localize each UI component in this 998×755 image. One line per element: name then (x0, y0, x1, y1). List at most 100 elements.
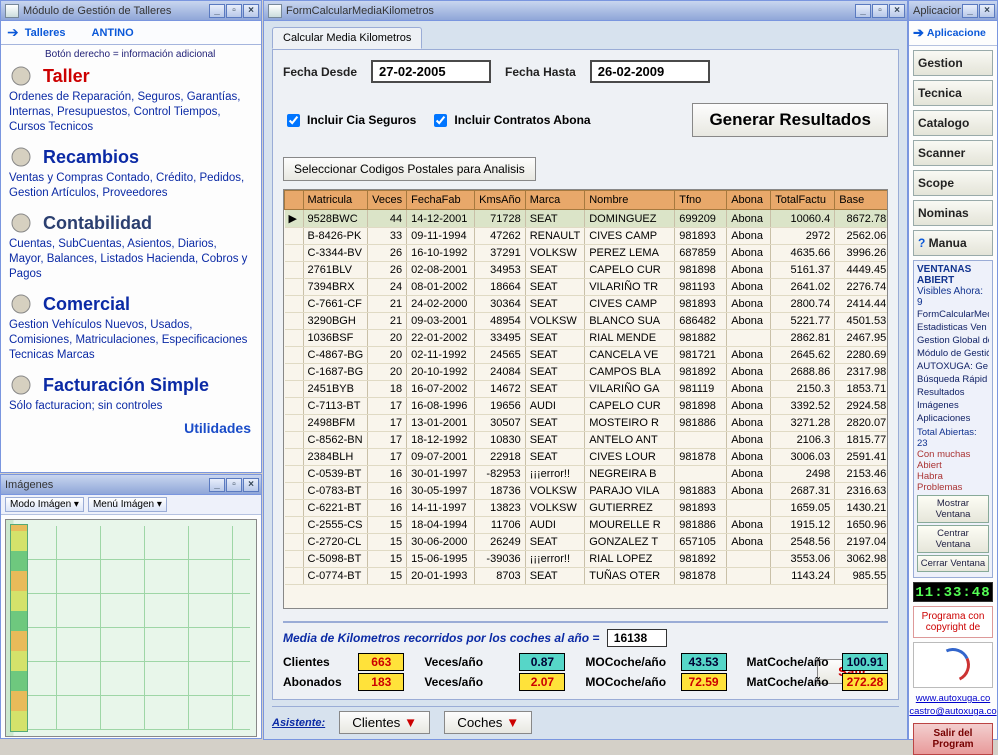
table-row[interactable]: ▶9528BWC4414-12-200171728SEATDOMINGUEZ69… (285, 210, 889, 228)
table-row[interactable]: C-2720-CL1530-06-200026249SEATGONZALEZ T… (285, 534, 889, 551)
table-row[interactable]: C-6221-BT1614-11-199713823VOLKSWGUTIERRE… (285, 500, 889, 517)
open-window-item[interactable]: AUTOXUGA: Ge (917, 360, 989, 373)
fecha-desde-label: Fecha Desde (283, 65, 357, 79)
chk-abona-box[interactable] (434, 114, 447, 127)
table-row[interactable]: 2451BYB1816-07-200214672SEATVILARIÑO GA9… (285, 381, 889, 398)
left-module-window: Módulo de Gestión de Talleres _ ▫ × ➔ Ta… (0, 0, 262, 473)
open-window-item[interactable]: Búsqueda Rápid (917, 373, 989, 386)
table-row[interactable]: C-1687-BG2020-10-199224084SEATCAMPOS BLA… (285, 364, 889, 381)
select-codes-button[interactable]: Seleccionar Codigos Postales para Analis… (283, 157, 536, 181)
minimize-button[interactable]: _ (962, 4, 978, 18)
minimize-button[interactable]: _ (209, 478, 225, 492)
manual-button[interactable]: Manua (913, 230, 993, 256)
open-window-item[interactable]: Gestion Global de (917, 334, 989, 347)
nav-aplicaciones[interactable]: Aplicacione (927, 27, 986, 39)
section-3-title[interactable]: Comercial (9, 292, 253, 316)
website-link[interactable]: www.autoxuga.co (909, 692, 997, 705)
close-button[interactable]: × (243, 478, 259, 492)
section-2-subtitle: Cuentas, SubCuentas, Asientos, Diarios, … (9, 237, 253, 282)
table-row[interactable]: C-4867-BG2002-11-199224565SEATCANCELA VE… (285, 347, 889, 364)
table-row[interactable]: C-7113-BT1716-08-199619656AUDICAPELO CUR… (285, 398, 889, 415)
assist-coches-button[interactable]: Coches ▼ (444, 711, 532, 734)
open-window-item[interactable]: FormCalcularMed (917, 308, 989, 321)
mode-image-menu[interactable]: Modo Imágen ▾ (5, 497, 84, 512)
table-row[interactable]: 2384BLH1709-07-200122918SEATCIVES LOUR98… (285, 449, 889, 466)
open-window-item[interactable]: Estadisticas Ven (917, 321, 989, 334)
table-row[interactable]: 7394BRX2408-01-200218664SEATVILARIÑO TR9… (285, 279, 889, 296)
assistant-bar: Asistente: Clientes ▼ Coches ▼ (272, 706, 899, 734)
section-4-icon (9, 373, 37, 397)
table-row[interactable]: C-0539-BT1630-01-1997-82953¡¡¡error!!NEG… (285, 466, 889, 483)
table-row[interactable]: C-7661-CF2124-02-200030364SEATCIVES CAMP… (285, 296, 889, 313)
minimize-button[interactable]: _ (209, 4, 225, 18)
left-titlebar[interactable]: Módulo de Gestión de Talleres _ ▫ × (1, 1, 261, 21)
close-button[interactable]: × (243, 4, 259, 18)
open-window-item[interactable]: Aplicaciones (917, 412, 989, 425)
nav-talleres[interactable]: Talleres (25, 27, 66, 39)
table-row[interactable]: 1036BSF2022-01-200233495SEATRIAL MENDE98… (285, 330, 889, 347)
open-window-item[interactable]: Resultados (917, 386, 989, 399)
section-0-title[interactable]: Taller (9, 64, 253, 88)
mean-value: 16138 (607, 629, 667, 647)
main-titlebar[interactable]: FormCalcularMediaKilometros _ ▫ × (264, 1, 907, 21)
section-2-title[interactable]: Contabilidad (9, 211, 253, 235)
table-row[interactable]: B-8426-PK3309-11-199447262RENAULTCIVES C… (285, 228, 889, 245)
center-window-button[interactable]: Centrar Ventana (917, 525, 989, 553)
arrow-right-icon: ➔ (913, 25, 924, 41)
app-button-scope[interactable]: Scope (913, 170, 993, 196)
app-button-gestion[interactable]: Gestion (913, 50, 993, 76)
mean-row: Media de Kilometros recorridos por los c… (283, 629, 888, 647)
section-4-title[interactable]: Facturación Simple (9, 373, 253, 397)
table-row[interactable]: C-3344-BV2616-10-199237291VOLKSWPEREZ LE… (285, 245, 889, 262)
chk-seguros-box[interactable] (287, 114, 300, 127)
images-titlebar[interactable]: Imágenes _ ▫ × (1, 475, 261, 495)
tab-calcular[interactable]: Calcular Media Kilometros (272, 27, 422, 49)
open-windows-panel: VENTANAS ABIERT Visibles Ahora: 9 FormCa… (913, 260, 993, 578)
table-row[interactable]: C-8562-BN1718-12-199210830SEATANTELO ANT… (285, 432, 889, 449)
utilidades-link[interactable]: Utilidades (1, 420, 261, 436)
main-title: FormCalcularMediaKilometros (286, 5, 854, 17)
maximize-button[interactable]: ▫ (226, 478, 242, 492)
nav-antino[interactable]: ANTINO (92, 27, 134, 39)
maximize-button[interactable]: ▫ (226, 4, 242, 18)
fecha-desde-input[interactable] (371, 60, 491, 83)
table-row[interactable]: C-2555-CS1518-04-199411706AUDIMOURELLE R… (285, 517, 889, 534)
right-nav-bar: ➔ Aplicacione (909, 21, 997, 46)
maximize-button[interactable]: ▫ (872, 4, 888, 18)
table-row[interactable]: C-5098-BT1515-06-1995-39036¡¡¡error!!RIA… (285, 551, 889, 568)
close-button[interactable]: × (889, 4, 905, 18)
results-grid[interactable]: MatriculaVecesFechaFabKmsAñoMarcaNombreT… (283, 189, 888, 609)
summary-row-0: Clientes663Veces/año0.87MOCoche/año43.53… (283, 653, 888, 671)
generate-button[interactable]: Generar Resultados (692, 103, 888, 137)
table-row[interactable]: C-0774-BT1520-01-19938703SEATTUÑAS OTER9… (285, 568, 889, 585)
diagram-image[interactable] (5, 519, 257, 737)
app-button-tecnica[interactable]: Tecnica (913, 80, 993, 106)
chk-abona-label: Incluir Contratos Abona (454, 113, 590, 127)
app-button-nominas[interactable]: Nominas (913, 200, 993, 226)
section-1-icon (9, 145, 37, 169)
close-window-button[interactable]: Cerrar Ventana (917, 555, 989, 572)
show-window-button[interactable]: Mostrar Ventana (917, 495, 989, 523)
chk-seguros[interactable]: Incluir Cia Seguros (283, 111, 416, 130)
brand-logo (913, 642, 993, 688)
fecha-hasta-input[interactable] (590, 60, 710, 83)
assist-clientes-button[interactable]: Clientes ▼ (339, 711, 430, 734)
open-window-item[interactable]: Módulo de Gestió (917, 347, 989, 360)
table-row[interactable]: C-0783-BT1630-05-199718736VOLKSWPARAJO V… (285, 483, 889, 500)
right-titlebar[interactable]: Aplicaciones _ × (909, 1, 997, 21)
email-link[interactable]: castro@autoxuga.co (909, 705, 997, 718)
table-row[interactable]: 2761BLV2602-08-200134953SEATCAPELO CUR98… (285, 262, 889, 279)
table-row[interactable]: 2498BFM1713-01-200130507SEATMOSTEIRO R98… (285, 415, 889, 432)
section-1-title[interactable]: Recambios (9, 145, 253, 169)
chk-abona[interactable]: Incluir Contratos Abona (430, 111, 590, 130)
menu-image-menu[interactable]: Menú Imágen ▾ (88, 497, 167, 512)
minimize-button[interactable]: _ (855, 4, 871, 18)
exit-program-button[interactable]: Salir del Program (913, 723, 993, 755)
summary-panel: Media de Kilometros recorridos por los c… (283, 621, 888, 691)
close-button[interactable]: × (979, 4, 995, 18)
table-row[interactable]: 3290BGH2109-03-200148954VOLKSWBLANCO SUA… (285, 313, 889, 330)
open-window-item[interactable]: Imágenes (917, 399, 989, 412)
app-button-scanner[interactable]: Scanner (913, 140, 993, 166)
app-button-catalogo[interactable]: Catalogo (913, 110, 993, 136)
form-icon (268, 4, 282, 18)
